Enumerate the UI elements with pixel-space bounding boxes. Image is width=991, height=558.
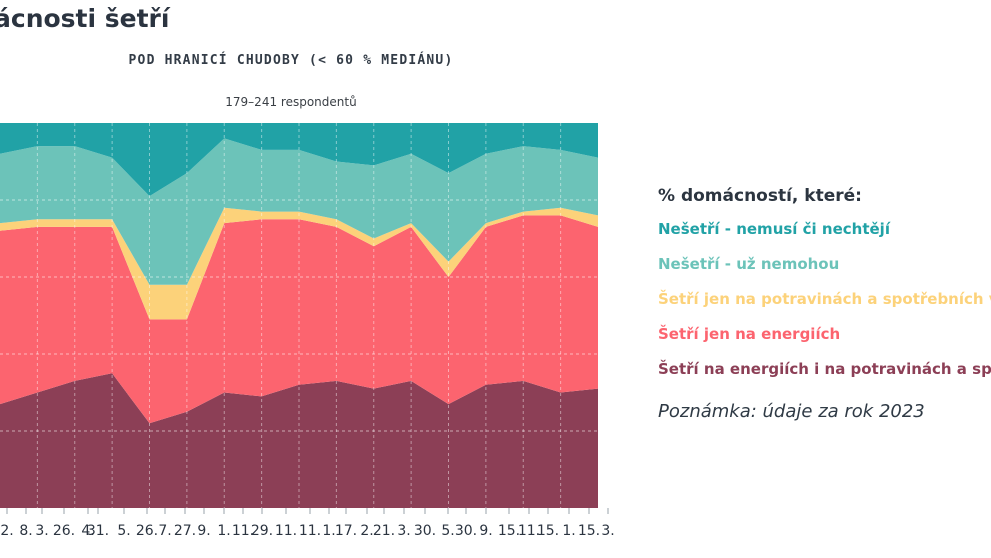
x-tick-label: 9. [479, 523, 492, 539]
x-tick-label: 15. [498, 523, 520, 539]
x-tick-label: 26. [136, 523, 158, 539]
x-tick-label: 2. [360, 523, 373, 539]
x-tick-label: 30. [414, 523, 436, 539]
x-tick-label: 26. [53, 523, 75, 539]
area-nesetri-nemohou [0, 138, 598, 285]
x-tick-label: 15. [578, 523, 600, 539]
legend-title: % domácností, které: [658, 186, 862, 206]
x-tick-label: 17. [335, 523, 357, 539]
x-tick-label: 21. [373, 523, 395, 539]
x-tick-label: 11. [518, 523, 540, 539]
x-tick-label: 1. [562, 523, 575, 539]
legend: % domácností, které: Nešetří - nemusí či… [658, 186, 991, 422]
x-tick-label: 5. [441, 523, 454, 539]
x-tick-label: 29. [251, 523, 273, 539]
page-title: ácnosti šetří [0, 4, 170, 33]
legend-item-nesetri-nemusi: Nešetří - nemusí či nechtějí [658, 220, 890, 238]
x-tick-label: 1. [322, 523, 335, 539]
x-tick-label: 1. [217, 523, 230, 539]
legend-item-nesetri-nemohou: Nešetří - už nemohou [658, 255, 840, 273]
x-tick-label: 11. [275, 523, 297, 539]
x-tick-label: 30. [455, 523, 477, 539]
chart-note: Poznámka: údaje za rok 2023 [658, 401, 925, 422]
legend-item-setri-oboji: Šetří na energiích i na potravinách a sp… [658, 360, 991, 378]
x-tick-label: 11. [232, 523, 254, 539]
chart-caption: 179–241 respondentů [225, 95, 357, 109]
x-tick-label: 5. [117, 523, 130, 539]
area-setri-energie [0, 215, 598, 424]
x-tick-label: 3. [601, 523, 614, 539]
chart-subtitle: POD HRANICÍ CHUDOBY (< 60 % MEDIÁNU) [128, 53, 454, 68]
x-tick-label: 31. [87, 523, 109, 539]
x-tick-label: 9. [197, 523, 210, 539]
x-tick-label: 27. [174, 523, 196, 539]
area-setri-oboji [0, 373, 598, 508]
x-tick-label: 4. [81, 523, 94, 539]
x-tick-label: 8. [19, 523, 32, 539]
x-tick-label: 11. [299, 523, 321, 539]
x-tick-label: 15. [537, 523, 559, 539]
x-tick-label: 7. [158, 523, 171, 539]
area-setri-potraviny [0, 207, 598, 320]
x-tick-label: 3. [397, 523, 410, 539]
area-nesetri-nemusi [0, 123, 598, 197]
legend-item-setri-potraviny: Šetří jen na potravinách a spotřebních v… [658, 290, 991, 308]
x-tick-label: 3. [35, 523, 48, 539]
x-tick-label: 2. [0, 523, 13, 539]
legend-item-setri-energie: Šetří jen na energiích [658, 325, 841, 343]
